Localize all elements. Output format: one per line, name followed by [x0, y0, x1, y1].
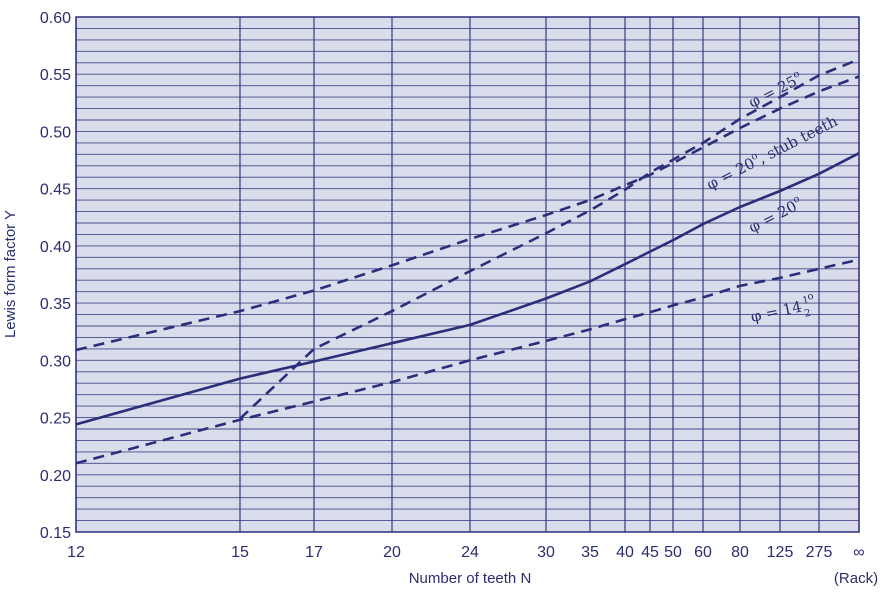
x-tick-label: 35	[581, 544, 599, 561]
curves	[75, 58, 860, 465]
y-tick-label: 0.30	[40, 353, 71, 370]
x-tick-label: 20	[383, 544, 401, 561]
x-tick-label: 125	[767, 544, 794, 561]
y-tick-label: 0.25	[40, 411, 71, 428]
y-tick-label: 0.15	[40, 525, 71, 542]
x-tick-label: 45	[641, 544, 659, 561]
y-axis-title: Lewis form factor Y	[2, 210, 19, 338]
y-tick-label: 0.50	[40, 124, 71, 141]
y-tick-label: 0.60	[40, 10, 71, 27]
x-tick-label: 50	[664, 544, 682, 561]
x-tick-label: 17	[305, 544, 323, 561]
y-tick-label: 0.55	[40, 67, 71, 84]
series-line-3	[75, 258, 860, 465]
plot-background	[76, 17, 859, 532]
x-tick-label: 40	[616, 544, 634, 561]
x-tick-label: ∞	[853, 544, 864, 561]
x-tick-label: 60	[694, 544, 712, 561]
x-axis-title: Number of teeth N	[409, 570, 532, 587]
x-tick-label: 15	[231, 544, 249, 561]
series-line-1	[75, 75, 860, 352]
minor-gridlines	[76, 16, 859, 533]
y-tick-label: 0.45	[40, 182, 71, 199]
x-axis-end-note: (Rack)	[834, 570, 878, 587]
x-tick-label: 80	[731, 544, 749, 561]
series-line-0	[239, 58, 860, 420]
x-tick-label: 30	[537, 544, 555, 561]
y-axis-tick-labels: 0.15 0.20 0.25 0.30 0.35 0.40 0.45 0.50 0.55 0.60	[40, 10, 71, 542]
x-tick-label: 24	[461, 544, 479, 561]
y-tick-label: 0.40	[40, 239, 71, 256]
x-axis-tick-labels: 12 15 17 20 24 30 35 40 45 50 60 80 125 275 ∞	[67, 544, 865, 561]
y-tick-label: 0.20	[40, 468, 71, 485]
series-line-2	[75, 152, 860, 426]
y-tick-label: 0.35	[40, 296, 71, 313]
plot-border	[75, 16, 860, 533]
x-tick-label: 275	[806, 544, 833, 561]
x-tick-label: 12	[67, 544, 85, 561]
